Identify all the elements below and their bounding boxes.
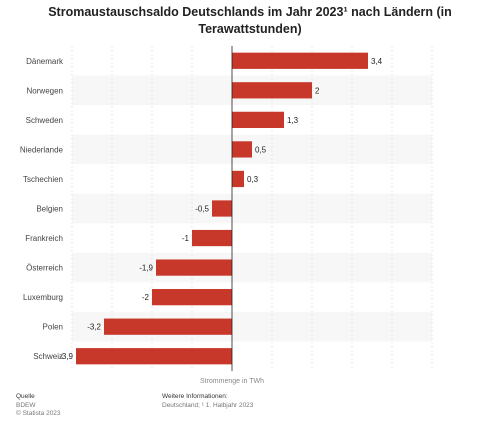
value-label: 3,4 xyxy=(371,57,383,66)
category-label: Norwegen xyxy=(27,86,63,95)
value-label: -3,9 xyxy=(59,352,73,361)
chart-title: Stromaustauschsaldo Deutschlands im Jahr… xyxy=(48,5,452,36)
bar xyxy=(152,289,232,306)
category-label: Dänemark xyxy=(26,57,64,66)
value-label: 2 xyxy=(315,86,320,95)
bar xyxy=(232,111,284,128)
source-heading: Quelle xyxy=(16,393,35,400)
value-label: -1 xyxy=(182,234,190,243)
category-label: Tschechien xyxy=(23,175,63,184)
category-label: Frankreich xyxy=(25,234,63,243)
bar xyxy=(104,318,232,335)
info-heading: Weitere Informationen: xyxy=(162,393,228,400)
bar xyxy=(232,82,312,99)
bars xyxy=(76,52,368,365)
bar xyxy=(156,259,232,276)
category-label: Belgien xyxy=(36,205,63,214)
value-label: -2 xyxy=(142,293,150,302)
category-label: Österreich xyxy=(26,264,63,273)
bar xyxy=(212,200,232,217)
source-name: BDEW xyxy=(16,401,36,409)
category-label: Schweden xyxy=(26,116,63,125)
info-text: Deutschland; ¹ 1. Halbjahr 2023 xyxy=(162,401,254,409)
row-band xyxy=(72,252,432,283)
row-band xyxy=(72,193,432,224)
category-label: Schweiz xyxy=(33,352,63,361)
bar xyxy=(232,52,368,69)
value-labels: 3,4 2 1,3 0,5 0,3 -0,5 -1 -1,9 -2 -3,2 -3,9 xyxy=(59,57,382,361)
value-label: 0,3 xyxy=(247,175,259,184)
bar xyxy=(192,229,232,247)
row-bands xyxy=(72,75,432,342)
category-label: Luxemburg xyxy=(23,293,63,302)
value-label: -1,9 xyxy=(139,264,153,273)
x-axis-label: Strommenge in TWh xyxy=(200,378,264,385)
copyright: © Statista 2023 xyxy=(16,410,61,417)
bar xyxy=(232,170,244,188)
value-label: -3,2 xyxy=(87,323,101,332)
category-label: Polen xyxy=(43,323,63,332)
bar xyxy=(76,348,232,365)
value-label: 0,5 xyxy=(255,145,267,154)
value-label: -0,5 xyxy=(195,205,209,214)
bar xyxy=(232,141,252,158)
category-label: Niederlande xyxy=(20,145,64,154)
value-label: 1,3 xyxy=(287,116,299,125)
info-block: Weitere Informationen: Deutschland; ¹ 1.… xyxy=(162,393,253,410)
source-block: Quelle BDEW © Statista 2023 xyxy=(16,393,61,419)
category-labels: Dänemark Norwegen Schweden Niederlande Tsche… xyxy=(20,57,64,361)
